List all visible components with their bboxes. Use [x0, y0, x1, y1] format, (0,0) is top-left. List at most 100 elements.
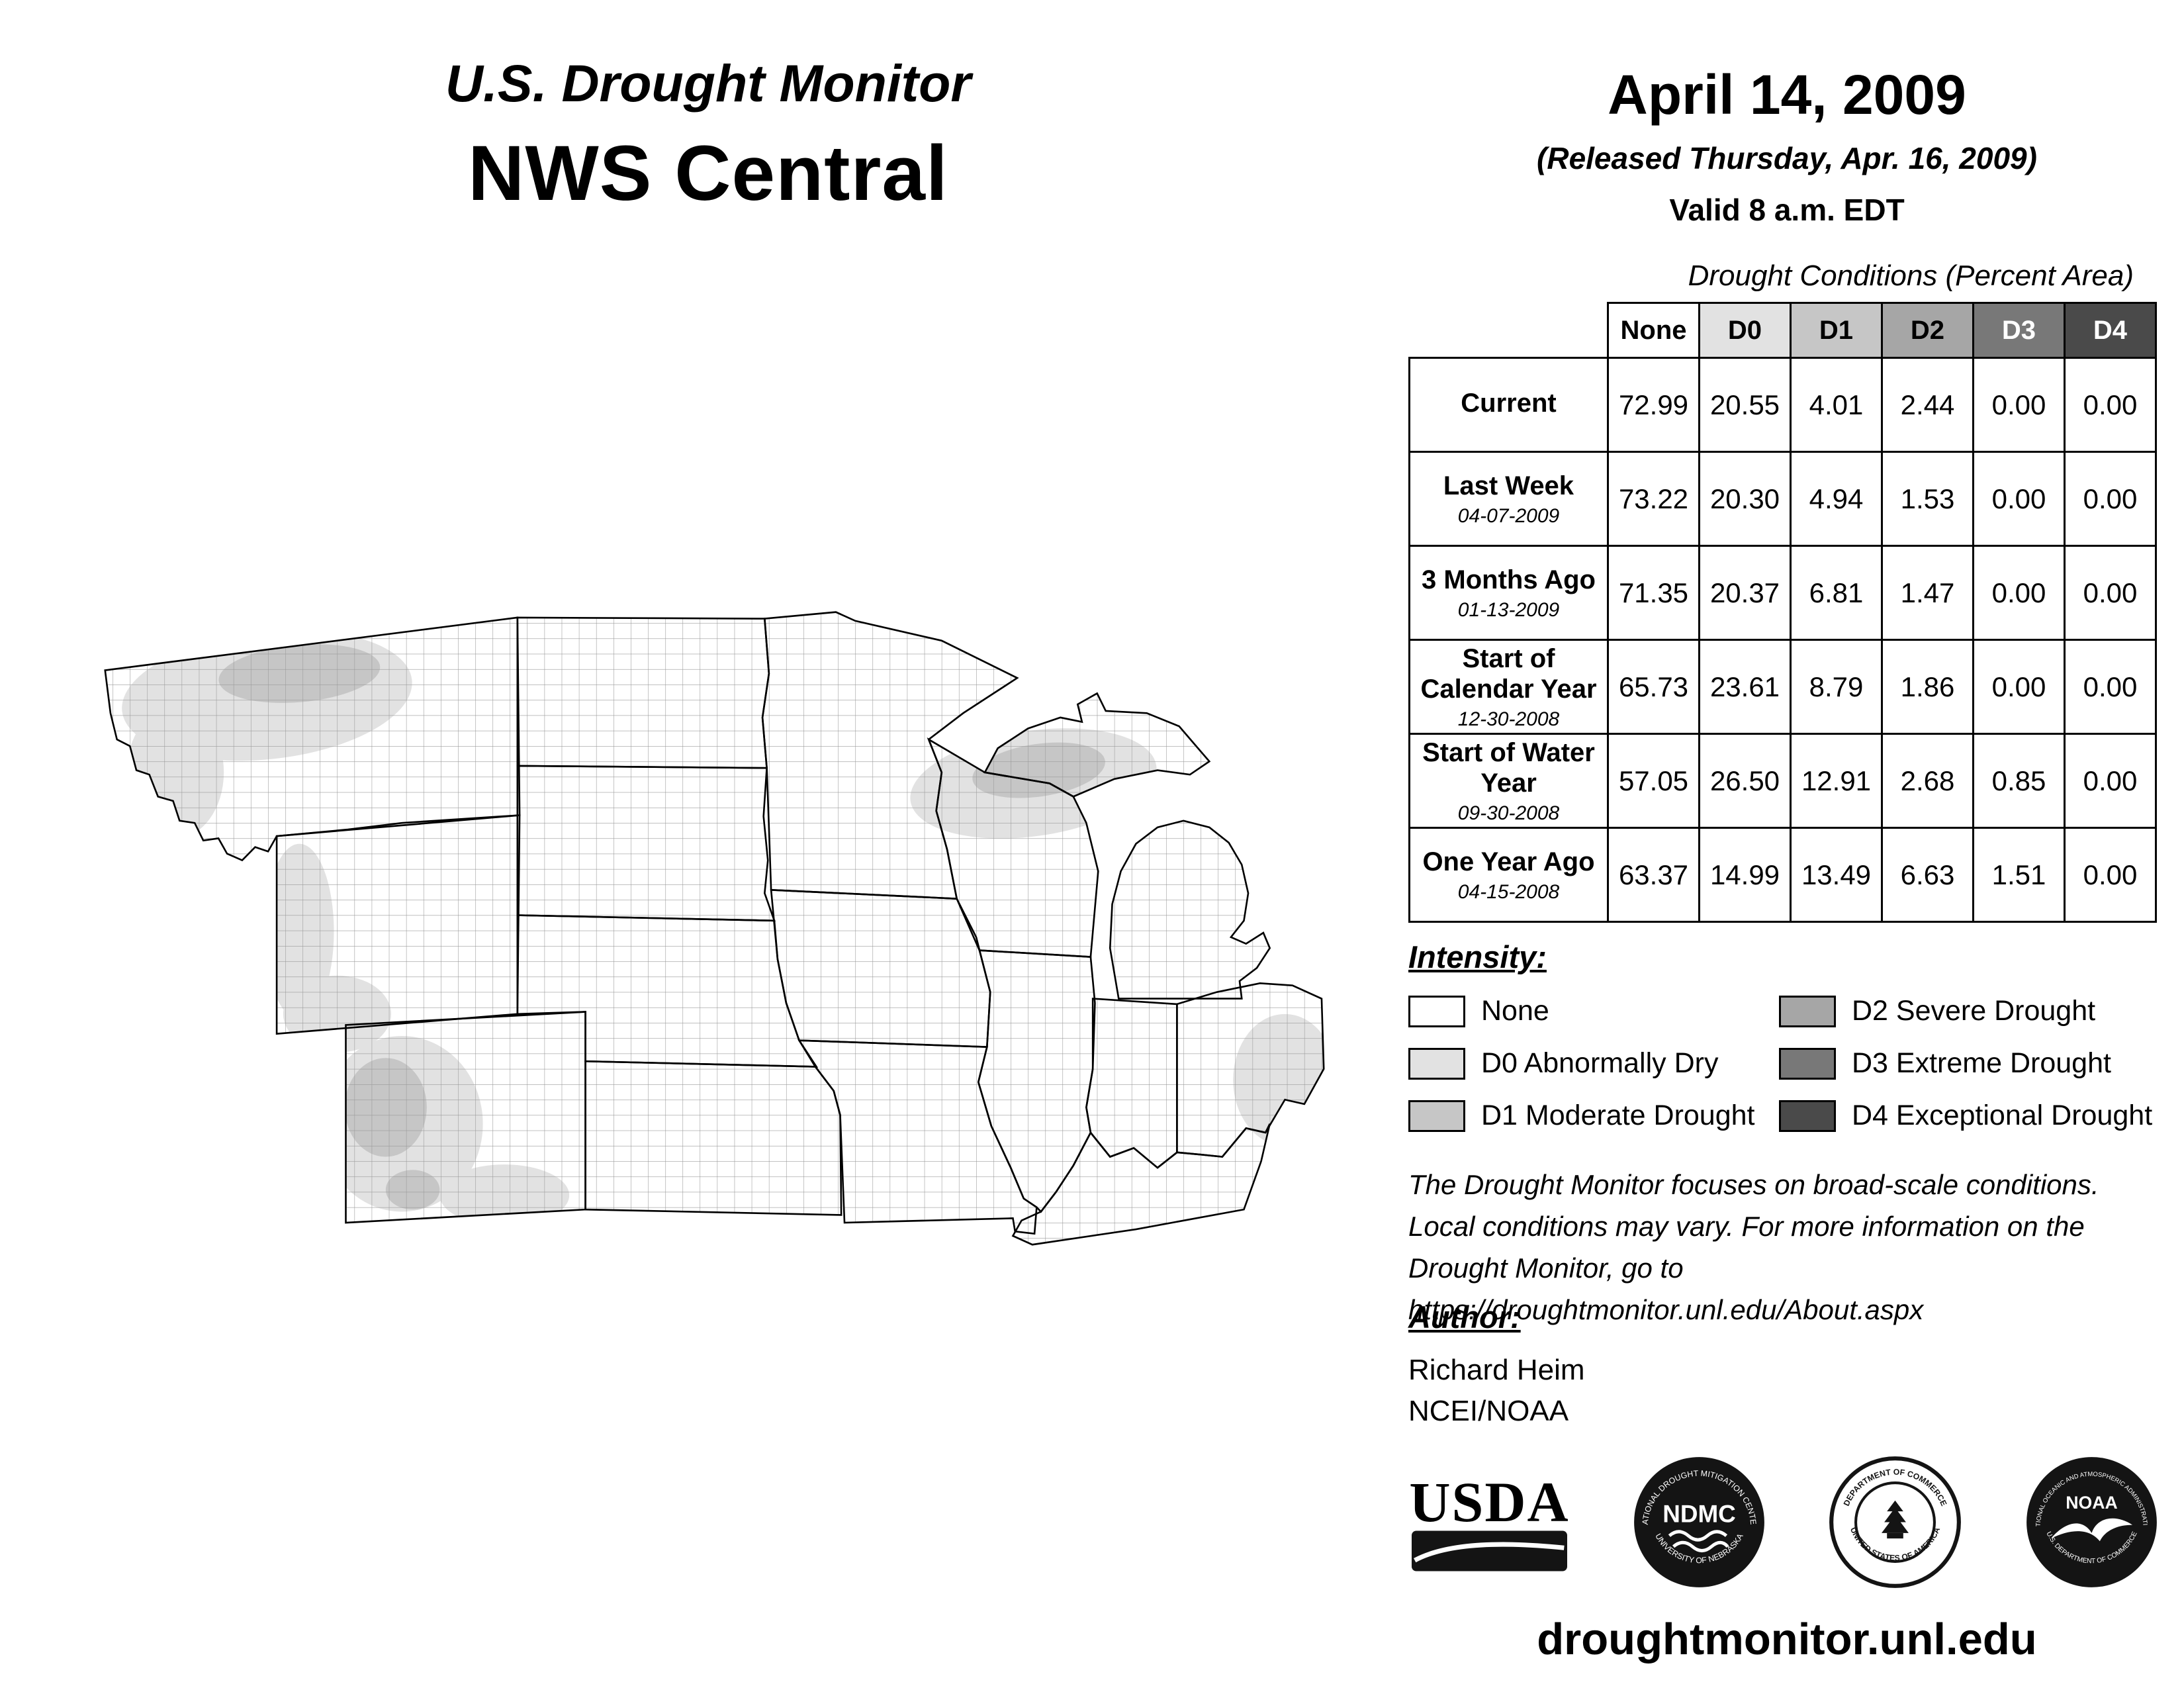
table-row: Start of Water Year 09-30-2008 57.05 26.…: [1408, 733, 2157, 829]
row-label: Last Week: [1443, 471, 1574, 500]
author-org: NCEI/NOAA: [1408, 1395, 1569, 1427]
legend-swatch-d4: [1779, 1100, 1836, 1132]
noaa-logo-text: NOAA: [2066, 1493, 2117, 1513]
column-header-d1: D1: [1790, 302, 1883, 359]
disclaimer-notes: The Drought Monitor focuses on broad-sca…: [1408, 1164, 2183, 1331]
value-cell: 2.68: [1881, 733, 1974, 829]
value-cell: 73.22: [1607, 451, 1700, 547]
value-cell: 1.51: [1972, 827, 2066, 923]
table-row: Current 72.99 20.55 4.01 2.44 0.00 0.00: [1408, 357, 2157, 453]
row-label-cell: One Year Ago 04-15-2008: [1408, 827, 1609, 923]
legend-label: D2 Severe Drought: [1852, 995, 2096, 1027]
usda-logo: USDA: [1408, 1474, 1570, 1571]
value-cell: 23.61: [1698, 639, 1792, 735]
row-date: 12-30-2008: [1457, 708, 1560, 730]
drought-map: [104, 611, 1325, 1246]
legend-swatch-d3: [1779, 1047, 1836, 1080]
row-label-cell: Start of Calendar Year 12-30-2008: [1408, 639, 1609, 735]
legend-item-d0: D0 Abnormally Dry: [1408, 1047, 1779, 1080]
value-cell: 20.37: [1698, 545, 1792, 641]
ndmc-wave-icon: [1668, 1530, 1727, 1542]
row-label-cell: Current: [1408, 357, 1609, 453]
author-name: Richard Heim: [1408, 1354, 1585, 1386]
value-cell: 63.37: [1607, 827, 1700, 923]
value-cell: 65.73: [1607, 639, 1700, 735]
ndmc-logo-text: NDMC: [1662, 1501, 1736, 1528]
row-label-cell: 3 Months Ago 01-13-2009: [1408, 545, 1609, 641]
table-corner: [1409, 303, 1608, 358]
row-date: 09-30-2008: [1457, 802, 1560, 824]
row-label: Current: [1461, 388, 1557, 418]
legend-item-d1: D1 Moderate Drought: [1408, 1100, 1779, 1132]
row-label: One Year Ago: [1422, 847, 1595, 876]
date-block: April 14, 2009 (Released Thursday, Apr. …: [1403, 63, 2171, 228]
value-cell: 0.00: [1972, 639, 2066, 735]
legend-item-d2: D2 Severe Drought: [1779, 995, 2169, 1027]
value-cell: 8.79: [1790, 639, 1883, 735]
value-cell: 0.00: [1972, 451, 2066, 547]
value-cell: 71.35: [1607, 545, 1700, 641]
legend-label: None: [1481, 995, 1549, 1027]
logo-row: USDA NATIONAL DROUGHT MITIGATION CENTER …: [1408, 1451, 2160, 1593]
legend-item-d3: D3 Extreme Drought: [1779, 1047, 2169, 1080]
legend-label: D1 Moderate Drought: [1481, 1100, 1755, 1131]
value-cell: 14.99: [1698, 827, 1792, 923]
author-title: Author:: [1408, 1299, 1521, 1335]
valid-time: Valid 8 a.m. EDT: [1669, 193, 1905, 227]
table-row: 3 Months Ago 01-13-2009 71.35 20.37 6.81…: [1408, 545, 2157, 641]
value-cell: 0.00: [2064, 827, 2157, 923]
report-title: U.S. Drought Monitor: [445, 54, 972, 113]
value-cell: 20.30: [1698, 451, 1792, 547]
value-cell: 0.00: [2064, 733, 2157, 829]
value-cell: 0.85: [1972, 733, 2066, 829]
value-cell: 72.99: [1607, 357, 1700, 453]
legend-swatch-d2: [1779, 995, 1836, 1027]
legend-grid: None D0 Abnormally Dry D1 Moderate Droug…: [1408, 995, 2169, 1132]
legend-swatch-d1: [1408, 1100, 1465, 1132]
row-label: Start of Calendar Year: [1420, 643, 1597, 704]
released-date: (Released Thursday, Apr. 16, 2009): [1537, 141, 2037, 175]
value-cell: 4.94: [1790, 451, 1883, 547]
table-row: Start of Calendar Year 12-30-2008 65.73 …: [1408, 639, 2157, 735]
legend-swatch-none: [1408, 995, 1465, 1027]
value-cell: 0.00: [1972, 357, 2066, 453]
column-header-none: None: [1607, 302, 1700, 359]
county-grid: [105, 612, 1324, 1245]
ndmc-logo: NATIONAL DROUGHT MITIGATION CENTER UNIVE…: [1631, 1454, 1764, 1587]
row-date: 04-15-2008: [1457, 880, 1560, 903]
doc-emblem-base: [1887, 1532, 1904, 1539]
value-cell: 1.53: [1881, 451, 1974, 547]
column-header-d3: D3: [1972, 302, 2066, 359]
row-label: Start of Water Year: [1422, 737, 1595, 798]
legend-swatch-d0: [1408, 1047, 1465, 1080]
value-cell: 0.00: [2064, 451, 2157, 547]
region-title: NWS Central: [468, 130, 948, 217]
table-row: One Year Ago 04-15-2008 63.37 14.99 13.4…: [1408, 827, 2157, 923]
row-label: 3 Months Ago: [1422, 565, 1596, 594]
value-cell: 1.47: [1881, 545, 1974, 641]
value-cell: 0.00: [2064, 639, 2157, 735]
value-cell: 0.00: [1972, 545, 2066, 641]
noaa-logo: NATIONAL OCEANIC AND ATMOSPHERIC ADMINIS…: [2024, 1454, 2157, 1587]
usda-swoosh: [1412, 1530, 1567, 1571]
column-header-d0: D0: [1698, 302, 1792, 359]
table-row: Last Week 04-07-2009 73.22 20.30 4.94 1.…: [1408, 451, 2157, 547]
ndmc-wave-icon: [1672, 1540, 1729, 1552]
doc-emblem-icon: [1882, 1500, 1909, 1533]
drought-shading: [105, 612, 1324, 1245]
column-header-d4: D4: [2064, 302, 2157, 359]
value-cell: 0.00: [2064, 545, 2157, 641]
value-cell: 12.91: [1790, 733, 1883, 829]
value-cell: 6.63: [1881, 827, 1974, 923]
table-title: Drought Conditions (Percent Area): [1688, 259, 2134, 292]
author-block: Author: Richard Heim NCEI/NOAA: [1408, 1299, 1585, 1428]
value-cell: 57.05: [1607, 733, 1700, 829]
drought-conditions-table: None D0 D1 D2 D3 D4 Current 72.99 20.55 …: [1408, 302, 2157, 923]
noaa-gull-icon: [2050, 1518, 2132, 1542]
row-label-cell: Last Week 04-07-2009: [1408, 451, 1609, 547]
value-cell: 1.86: [1881, 639, 1974, 735]
legend-item-none: None: [1408, 995, 1779, 1027]
column-header-d2: D2: [1881, 302, 1974, 359]
title-block: U.S. Drought Monitor NWS Central: [146, 53, 1271, 218]
